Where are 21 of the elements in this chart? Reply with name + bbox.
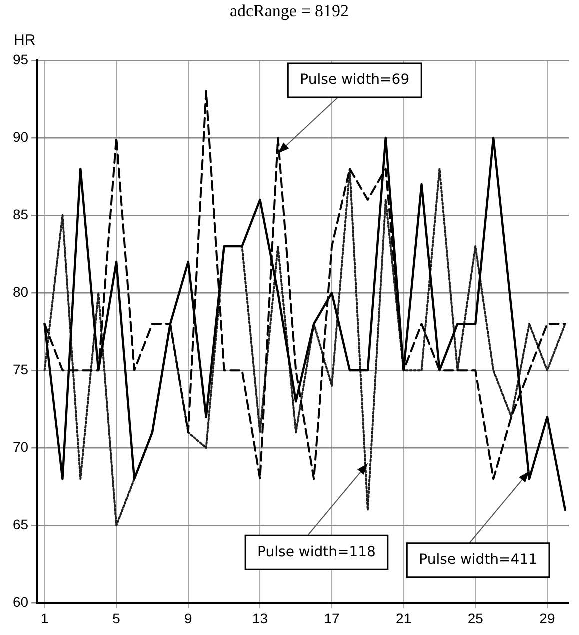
y-tick-label: 80	[12, 284, 29, 300]
x-tick-label: 29	[540, 610, 556, 626]
y-tick-label: 90	[12, 128, 29, 145]
y-tick-label: 70	[12, 438, 29, 455]
x-tick-label: 21	[396, 610, 412, 626]
x-tick-label: 1	[40, 610, 49, 626]
y-axis-title: HR	[14, 32, 36, 50]
y-tick-label: 75	[12, 361, 29, 378]
chart-title: adcRange = 8192	[230, 2, 350, 21]
x-tick-label: 17	[324, 610, 340, 626]
y-tick-label: 60	[12, 594, 29, 610]
x-tick-label: 9	[184, 610, 192, 626]
y-tick-label: 95	[12, 51, 29, 68]
x-tick-label: 25	[468, 610, 484, 626]
annotation: Pulse width=118	[258, 544, 376, 560]
annotation: Pulse width=411	[419, 552, 538, 568]
y-tick-label: 65	[12, 516, 29, 533]
annotation: Pulse width=69	[300, 72, 410, 88]
x-tick-label: 13	[252, 610, 268, 626]
x-tick-label: 5	[112, 610, 121, 626]
y-tick-label: 85	[12, 206, 29, 222]
